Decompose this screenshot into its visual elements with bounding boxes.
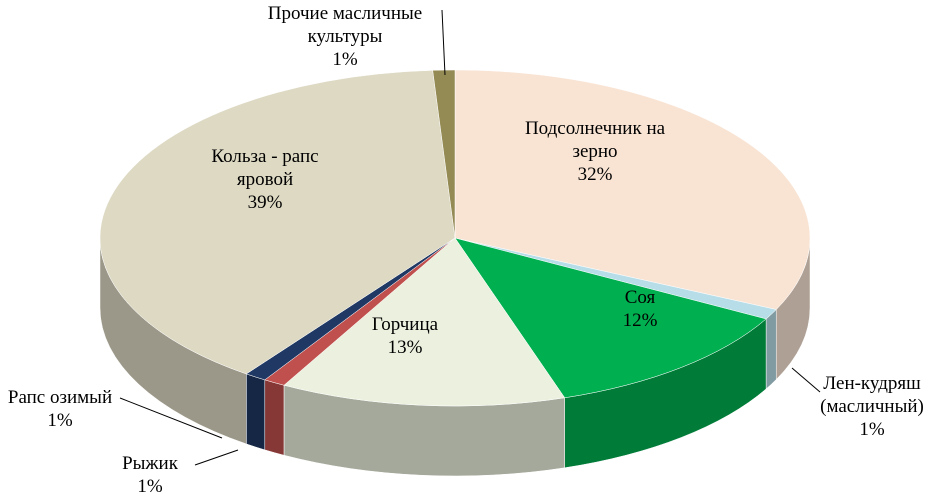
category-name: Горчица xyxy=(371,314,439,335)
value-label: 39% xyxy=(247,192,283,213)
pie-slice xyxy=(432,69,456,239)
category-name: Рапс озимый xyxy=(7,387,113,408)
pie-slice xyxy=(283,237,566,407)
leader-line xyxy=(119,397,223,439)
pie-side xyxy=(264,379,285,456)
category-name: Рыжик xyxy=(122,453,178,474)
pie-slice xyxy=(454,69,811,310)
slice-label: Подсолнечник на зерно 32% xyxy=(505,117,685,186)
slice-label: Соя 12% xyxy=(590,286,690,332)
category-name: Подсолнечник на зерно xyxy=(524,118,666,162)
value-label: 1% xyxy=(859,419,885,440)
value-label: 32% xyxy=(577,164,613,185)
value-label: 13% xyxy=(387,337,423,358)
category-name: Соя xyxy=(624,287,656,308)
value-label: 12% xyxy=(622,310,658,331)
pie-slice xyxy=(99,70,456,375)
slice-label: Горчица 13% xyxy=(345,313,465,359)
leader-line xyxy=(441,9,446,76)
slice-label: Рапс озимый 1% xyxy=(0,386,120,432)
category-name: Прочие масличные культуры xyxy=(267,3,423,47)
pie-side xyxy=(246,373,266,451)
value-label: 1% xyxy=(332,49,358,70)
category-name: Лен-кудряш (масличный) xyxy=(820,373,924,417)
slice-label: Кольза - рапс яровой 39% xyxy=(190,145,340,214)
pie-side xyxy=(765,308,777,390)
pie-slice xyxy=(454,237,767,399)
leader-line xyxy=(194,449,239,466)
slice-label: Лен-кудряш (масличный) 1% xyxy=(807,372,937,441)
leader-line xyxy=(791,367,821,393)
slice-label: Рыжик 1% xyxy=(100,452,200,495)
value-label: 1% xyxy=(137,476,163,495)
value-label: 1% xyxy=(47,410,73,431)
category-name: Кольза - рапс яровой xyxy=(211,146,319,190)
slice-label: Прочие масличные культуры 1% xyxy=(245,2,445,71)
